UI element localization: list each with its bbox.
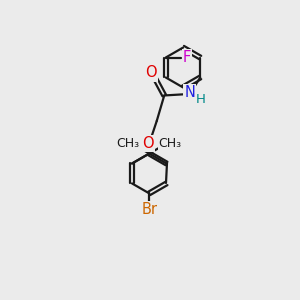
Text: F: F bbox=[183, 50, 191, 65]
Text: CH₃: CH₃ bbox=[117, 137, 140, 150]
Text: H: H bbox=[196, 93, 206, 106]
Text: CH₃: CH₃ bbox=[159, 137, 182, 150]
Text: O: O bbox=[145, 65, 157, 80]
Text: O: O bbox=[142, 136, 154, 151]
Text: Br: Br bbox=[141, 202, 157, 217]
Text: N: N bbox=[184, 85, 195, 100]
